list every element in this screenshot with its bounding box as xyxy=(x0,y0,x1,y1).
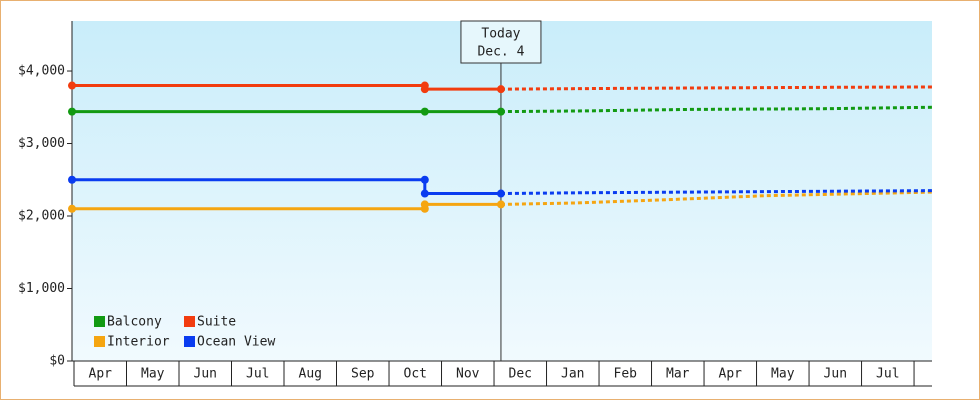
x-tick-label: Jul xyxy=(246,367,269,382)
legend-swatch xyxy=(184,336,195,347)
x-tick-label: Sep xyxy=(351,367,375,382)
forecast-line xyxy=(500,189,933,196)
legend-swatch xyxy=(94,316,105,327)
data-point xyxy=(68,175,76,184)
data-point xyxy=(496,107,505,116)
today-label: Dec. 4 xyxy=(477,45,524,60)
x-tick-label: Apr xyxy=(89,367,113,382)
x-tick-label: Aug xyxy=(299,367,322,382)
y-tick-label: $0 xyxy=(49,354,65,369)
data-point xyxy=(68,81,76,90)
legend-label: Balcony xyxy=(107,315,162,330)
x-tick-label: Oct xyxy=(404,367,427,382)
today-box xyxy=(460,20,542,64)
legend-label: Ocean View xyxy=(197,335,275,350)
x-tick-label: Jun xyxy=(824,367,847,382)
x-tick-label: Jan xyxy=(561,367,584,382)
x-tick-label: Apr xyxy=(719,367,743,382)
data-point xyxy=(420,189,429,198)
legend-swatch xyxy=(184,316,195,327)
today-label: Today xyxy=(481,27,520,42)
forecast-line xyxy=(500,105,933,114)
forecast-line xyxy=(500,190,933,206)
x-tick-label: Nov xyxy=(456,367,480,382)
x-tick-label: May xyxy=(771,367,795,382)
data-point xyxy=(496,200,505,209)
data-point xyxy=(420,200,429,209)
data-point xyxy=(496,85,505,94)
x-tick-label: Mar xyxy=(666,367,690,382)
data-point xyxy=(420,85,429,94)
data-point xyxy=(420,175,429,184)
data-point xyxy=(420,107,429,116)
y-tick-label: $3,000 xyxy=(18,136,65,151)
y-tick-label: $2,000 xyxy=(18,209,65,224)
x-tick-label: May xyxy=(141,367,165,382)
legend-label: Suite xyxy=(197,315,236,330)
x-tick-label: Jul xyxy=(876,367,899,382)
y-tick-label: $4,000 xyxy=(18,64,65,79)
data-point xyxy=(68,107,76,116)
legend-label: Interior xyxy=(107,335,170,350)
data-point xyxy=(68,204,76,213)
y-tick-label: $1,000 xyxy=(18,281,65,296)
x-tick-label: Feb xyxy=(614,367,638,382)
data-point xyxy=(496,189,505,198)
x-tick-label: Jun xyxy=(194,367,217,382)
legend-swatch xyxy=(94,336,105,347)
series-line xyxy=(72,178,501,196)
x-tick-label: Dec xyxy=(509,367,532,382)
